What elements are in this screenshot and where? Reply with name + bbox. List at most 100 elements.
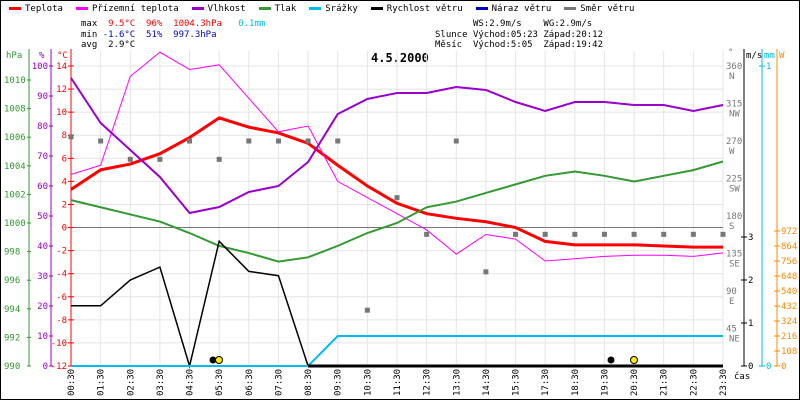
wind-direction-marker (68, 134, 74, 140)
legend-item: Srážky (309, 4, 358, 14)
direction-tick-label: 45 (726, 325, 737, 335)
legend-label: Náraz větru (491, 4, 552, 14)
direction-tick-label: 90 (726, 287, 737, 297)
temperature-tick-label: 8 (62, 131, 67, 141)
time-tick-label: 20:30 (630, 369, 640, 396)
radiation-tick-label: 756 (781, 257, 797, 267)
time-tick-label: 18:30 (571, 369, 581, 396)
legend-item: Přízemní teplota (75, 4, 179, 14)
time-tick-label: 10:30 (363, 369, 373, 396)
pressure-tick-label: 1008 (4, 105, 26, 115)
max-pressure: 1004.3hPa (173, 19, 222, 29)
direction-tick-label: 180 (726, 212, 742, 222)
legend-label: Teplota (25, 4, 63, 14)
min-pressure: 997.3hPa (173, 29, 217, 40)
astro-block: WS:2.9m/s WG:2.9m/s Slunce Východ:05:23 … (435, 19, 603, 51)
temperature-unit: °C (57, 51, 68, 61)
sunset: Západ:20:12 (543, 29, 603, 40)
wind-direction-marker (631, 231, 637, 237)
min-temp: -1.6°C (102, 29, 136, 40)
sunrise-icon (215, 356, 223, 364)
radiation-tick-label: 972 (781, 227, 797, 237)
humidity-tick-label: 80 (37, 122, 48, 132)
wind-speed-summary: WS:2.9m/s (472, 19, 522, 29)
wind-direction-marker (572, 231, 578, 237)
pressure-tick-label: 1002 (4, 190, 26, 200)
time-tick-label: 13:30 (452, 369, 462, 396)
wind-direction-marker (127, 156, 133, 162)
wind-direction-marker (305, 138, 311, 144)
legend-item: Teplota (9, 4, 63, 14)
temperature-tick-label: -2 (56, 247, 67, 257)
time-tick-label: 03:30 (156, 369, 166, 396)
legend-item: Tlak (258, 4, 297, 14)
time-tick-label: 15:30 (512, 369, 522, 396)
radiation-tick-label: 0 (781, 362, 786, 372)
wind-gust-summary: WG:2.9m/s (543, 19, 593, 29)
wind-direction-marker (453, 138, 459, 144)
wind-direction-marker (394, 195, 400, 201)
direction-tick-label: 270 (726, 137, 742, 147)
direction-compass-label: E (729, 297, 734, 307)
direction-compass-label: SE (729, 260, 740, 270)
direction-compass-label: W (729, 147, 735, 157)
legend-swatch (9, 7, 21, 10)
rain-tick-label: 0 (766, 362, 771, 372)
time-tick-label: 02:30 (126, 369, 136, 396)
humidity-tick-label: 60 (37, 182, 48, 192)
temperature-tick-label: 10 (56, 108, 67, 118)
humidity-tick-label: 100 (32, 62, 48, 72)
temperature-tick-label: 12 (56, 85, 67, 95)
temperature-tick-label: 14 (56, 62, 67, 72)
time-tick-label: 22:30 (689, 369, 699, 396)
time-tick-label: 09:30 (334, 369, 344, 396)
legend-swatch (191, 7, 204, 10)
stats-block: max 9.5°C 96% 1004.3hPa 0.1mm min -1.6°C… (81, 19, 265, 51)
moonrise-icon (209, 356, 217, 364)
pressure-tick-label: 996 (4, 276, 20, 286)
time-tick-label: 11:30 (393, 369, 403, 396)
pressure-tick-label: 994 (4, 305, 20, 315)
pressure-tick-label: 1000 (4, 219, 26, 229)
moonset-icon (607, 356, 615, 364)
time-tick-label: 05:30 (215, 369, 225, 396)
wind-direction-marker (98, 138, 104, 144)
direction-tick-label: 225 (726, 175, 742, 185)
direction-compass-label: NW (729, 110, 740, 120)
wind-direction-marker (335, 138, 341, 144)
pressure-tick-label: 1006 (4, 133, 26, 143)
radiation-tick-label: 216 (781, 332, 797, 342)
temperature-tick-label: 6 (62, 154, 67, 164)
wind-direction-marker (424, 231, 430, 237)
wind-direction-marker (690, 231, 696, 237)
radiation-tick-label: 108 (781, 347, 797, 357)
rain-unit: mm (764, 51, 775, 61)
time-tick-label: 21:30 (660, 369, 670, 396)
wind-unit: m/s (746, 51, 762, 61)
pressure-unit: hPa (6, 51, 22, 61)
pressure-tick-label: 1010 (4, 76, 26, 86)
time-tick-label: 06:30 (245, 369, 255, 396)
humidity-tick-label: 20 (37, 302, 48, 312)
legend-item: Vlhkost (191, 4, 246, 14)
radiation-tick-label: 324 (781, 317, 797, 327)
time-tick-label: 19:30 (600, 369, 610, 396)
humidity-unit: % (39, 51, 45, 61)
humidity-tick-label: 10 (37, 332, 48, 342)
chart-title: 4.5.2000 (371, 51, 429, 65)
pressure-tick-label: 992 (4, 333, 20, 343)
radiation-tick-label: 864 (781, 242, 797, 252)
sunset-icon (630, 356, 638, 364)
min-humidity: 51% (146, 29, 163, 40)
humidity-tick-label: 0 (43, 362, 48, 372)
legend-label: Tlak (274, 4, 297, 14)
direction-compass-label: NE (729, 335, 740, 345)
legend-label: Srážky (325, 4, 358, 14)
radiation-unit: W (779, 51, 785, 61)
temperature-tick-label: -10 (51, 339, 67, 349)
wind-tick-label: 1 (748, 319, 753, 329)
time-tick-label: 12:30 (423, 369, 433, 396)
wind-tick-label: 3 (748, 233, 753, 243)
pressure-tick-label: 1004 (4, 162, 26, 172)
